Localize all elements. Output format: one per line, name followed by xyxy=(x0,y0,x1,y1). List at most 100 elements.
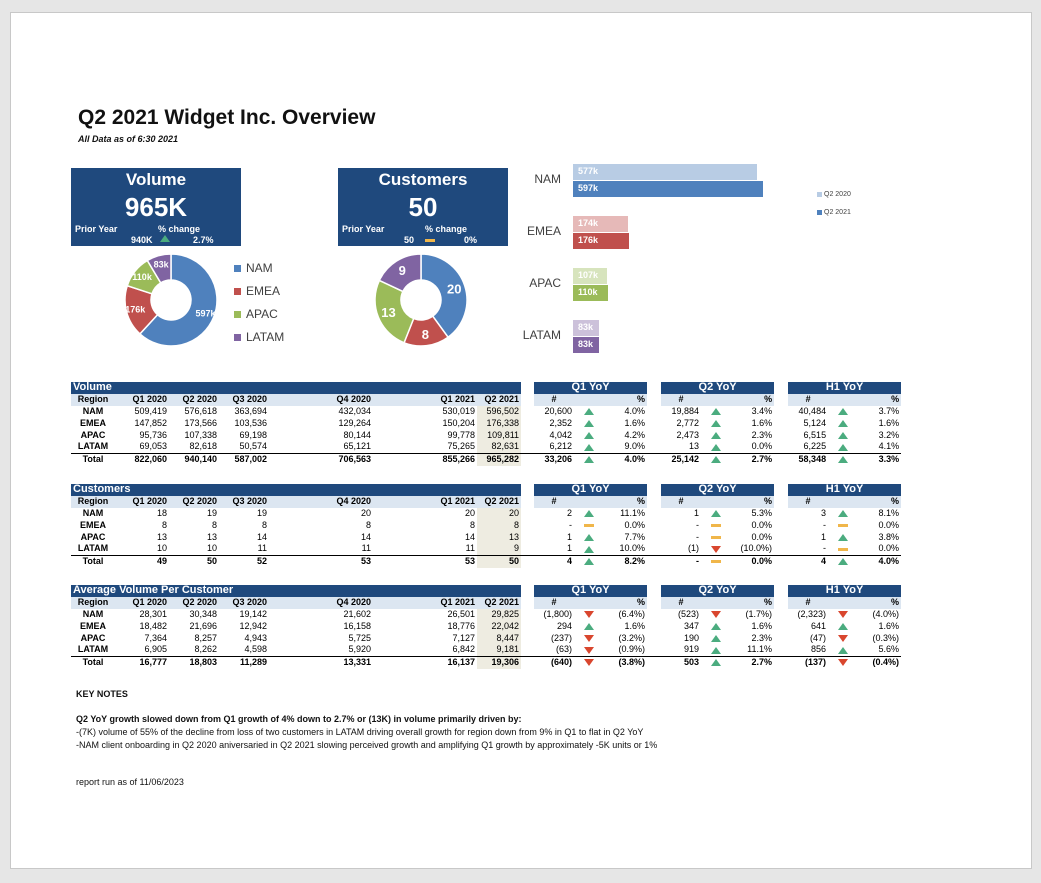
table-row: NAM 509,419 576,618 363,694 432,034 530,019 59… xyxy=(71,405,901,418)
spacer xyxy=(521,382,535,394)
region-header: Region xyxy=(71,393,115,406)
spacer xyxy=(647,609,661,621)
bar-category-label: APAC xyxy=(529,276,561,290)
down-arrow-icon xyxy=(838,634,849,642)
table-row: EMEA 147,852 173,566 103,536 129,264 150,204 1… xyxy=(71,417,901,430)
yoy-indicator xyxy=(574,406,604,418)
yoy-number: 13 xyxy=(689,441,700,452)
spacer xyxy=(774,620,788,632)
value-cell: 26,501 xyxy=(447,608,475,619)
value-cell: 50,574 xyxy=(239,441,267,452)
yoy-percent: (10.0%) xyxy=(740,543,773,554)
value-cell: 509,419 xyxy=(134,405,167,416)
yoy-number: 19,884 xyxy=(671,405,700,416)
value-cell: 11,289 xyxy=(219,655,269,669)
region-name: APAC xyxy=(80,429,106,440)
value-cell: 4,943 xyxy=(244,632,267,643)
value-cell: 28,301 xyxy=(139,608,167,619)
value-cell: 21,602 xyxy=(343,608,371,619)
yoy-number: 5,124 xyxy=(803,417,827,428)
spacer xyxy=(647,644,661,656)
up-arrow-icon xyxy=(711,510,722,518)
up-arrow-icon xyxy=(584,408,595,416)
spacer xyxy=(521,393,535,406)
value-cell: 8 xyxy=(261,519,267,530)
legend-swatch-icon xyxy=(817,191,822,197)
spacer xyxy=(647,417,661,429)
value-cell: 11 xyxy=(465,543,475,554)
yoy-percent: 1.6% xyxy=(878,417,900,428)
up-arrow-icon xyxy=(711,646,722,654)
legend-swatch-icon xyxy=(817,209,822,215)
column-header: Q3 2020 xyxy=(219,596,269,609)
yoy-percent: 5.3% xyxy=(751,507,773,518)
down-arrow-icon xyxy=(584,659,594,667)
spacer xyxy=(647,531,661,543)
region-name: APAC xyxy=(80,531,106,542)
table-row: NAM 18 19 19 20 20 20 2 11.1% 1 5.3% 3 8.1% xyxy=(71,507,901,520)
yoy-indicator xyxy=(828,508,858,520)
spacer xyxy=(521,620,534,632)
spacer xyxy=(521,543,534,555)
donut-slice-latam xyxy=(378,253,422,293)
spacer xyxy=(701,495,732,508)
flat-dash-icon xyxy=(584,523,594,527)
value-cell: 80,144 xyxy=(343,429,371,440)
table-row: EMEA 8 8 8 8 8 8-0.0% -0.0% -0.0% xyxy=(71,519,901,532)
yoy-indicator xyxy=(701,417,731,429)
up-arrow-icon xyxy=(711,408,722,416)
region-header: Region xyxy=(71,495,115,508)
value-cell: 82,618 xyxy=(189,441,217,452)
bar-data-label: 577k xyxy=(578,166,599,176)
spacer xyxy=(828,495,859,508)
up-arrow-icon xyxy=(160,235,170,242)
spacer xyxy=(521,441,534,453)
num-header: # xyxy=(788,596,829,609)
total-row: Total 822,060 940,140 587,002 706,563 855,266… xyxy=(71,452,902,466)
num-header: # xyxy=(534,596,574,609)
yoy-number: 6,515 xyxy=(803,429,827,440)
legend-label: EMEA xyxy=(246,284,281,298)
bar-latam-q2-2020: 83k xyxy=(573,320,600,336)
legend-swatch-icon xyxy=(234,334,241,342)
yoy-percent: (3.2%) xyxy=(618,632,646,643)
spacer xyxy=(774,554,789,568)
value-cell: 19,142 xyxy=(239,608,267,619)
flat-dash-icon xyxy=(711,560,722,564)
pct-header: % xyxy=(858,495,902,508)
spacer xyxy=(647,441,661,453)
bar-emea-q2-2020: 174k xyxy=(573,216,629,232)
yoy-indicator xyxy=(574,609,604,621)
bar-data-label: 176k xyxy=(578,235,599,245)
flat-dash-icon xyxy=(425,239,435,242)
donut-slice-apac xyxy=(374,279,415,344)
page-title: Q2 2021 Widget Inc. Overview xyxy=(78,106,376,129)
value-cell: 11 xyxy=(361,543,371,554)
legend-label: LATAM xyxy=(246,330,285,344)
donut-legend-item: NAM xyxy=(234,261,273,275)
value-cell: 14 xyxy=(256,531,267,542)
yoy-number: - xyxy=(661,554,702,568)
column-header: Q1 2020 xyxy=(115,495,169,508)
up-arrow-icon xyxy=(584,545,594,553)
table-row: LATAM 69,053 82,618 50,574 65,121 75,265 82,63… xyxy=(71,440,901,454)
spacer xyxy=(521,495,534,508)
yoy-number: 2,772 xyxy=(676,417,700,428)
yoy-percent: (1.7%) xyxy=(745,608,773,619)
spacer xyxy=(521,452,535,466)
pct-header: % xyxy=(731,393,775,406)
up-arrow-icon xyxy=(584,558,594,566)
value-cell: 363,694 xyxy=(234,405,267,416)
kpi-volume-prior-label: Prior Year xyxy=(75,224,118,234)
yoy-percent: 0.0% xyxy=(751,531,773,542)
value-cell: 6,842 xyxy=(452,644,475,655)
yoy-indicator xyxy=(701,543,731,555)
value-cell: 50 xyxy=(477,554,521,568)
spacer xyxy=(774,484,789,496)
yoy-indicator xyxy=(574,632,604,644)
yoy-number: 347 xyxy=(683,620,700,631)
pct-header: % xyxy=(858,596,902,609)
yoy-number: 503 xyxy=(661,655,702,669)
value-cell: 16,158 xyxy=(343,620,371,631)
region-name: LATAM xyxy=(77,644,109,655)
